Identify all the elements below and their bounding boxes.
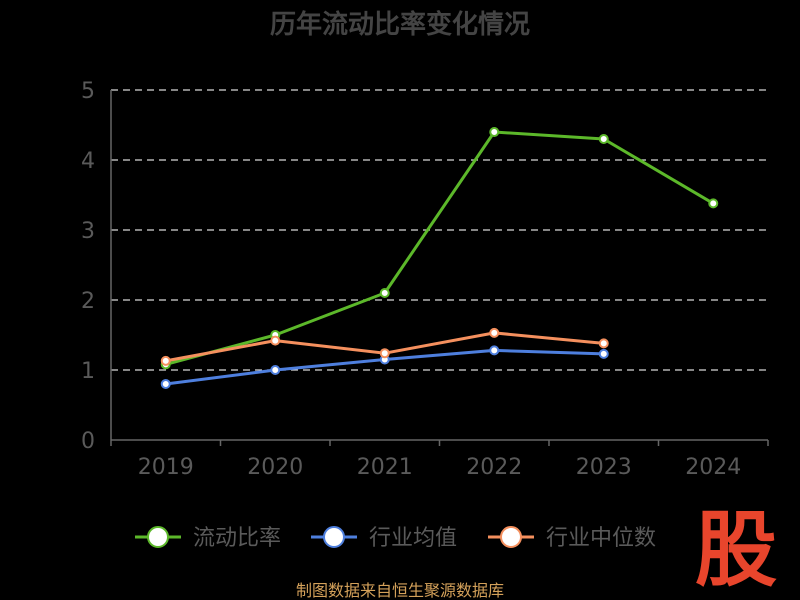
y-tick-label: 1 (81, 359, 95, 384)
x-tick-label: 2021 (357, 455, 413, 480)
x-tick-label: 2019 (138, 455, 194, 480)
data-point (160, 355, 171, 366)
legend-label: 行业均值 (369, 526, 457, 551)
legend-label: 流动比率 (193, 526, 281, 551)
data-point (160, 379, 171, 389)
y-tick-label: 5 (81, 79, 95, 104)
legend-marker (500, 526, 522, 548)
legend-marker (147, 526, 169, 548)
axes: 0 1 2 3 4 5 2019 2020 2021 2022 2023 2024 (81, 79, 769, 480)
data-point (489, 327, 500, 338)
chart-title: 历年流动比率变化情况 (270, 9, 530, 40)
legend: 流动比率 行业均值 行业中位数 (135, 526, 656, 551)
data-point (598, 348, 609, 359)
watermark-logo: 股 (695, 503, 777, 598)
legend-marker (323, 526, 345, 548)
svg-text:股: 股 (695, 503, 777, 598)
data-point (379, 348, 390, 359)
source-note: 制图数据来自恒生聚源数据库 (296, 581, 504, 600)
x-tick-label: 2022 (466, 455, 522, 480)
series-lines (160, 127, 719, 389)
x-tick-label: 2020 (247, 455, 303, 480)
y-tick-label: 2 (81, 289, 95, 314)
data-point (489, 127, 500, 137)
data-point (598, 338, 609, 349)
data-point (708, 198, 719, 209)
data-point (379, 288, 390, 298)
x-tick-label: 2024 (685, 455, 741, 480)
data-point (598, 134, 609, 144)
y-tick-label: 4 (81, 149, 95, 174)
grid-lines (111, 89, 768, 371)
data-point (489, 345, 500, 356)
x-tick-label: 2023 (576, 455, 632, 480)
y-tick-label: 3 (81, 219, 95, 244)
y-tick-label: 0 (81, 429, 95, 454)
legend-label: 行业中位数 (546, 526, 656, 551)
data-point (270, 335, 281, 346)
data-point (270, 365, 281, 375)
series-line-0 (165, 130, 715, 366)
